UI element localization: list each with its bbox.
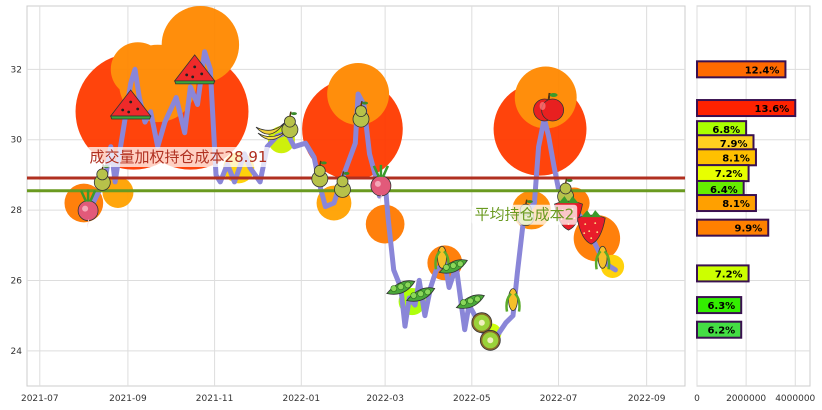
side-x-tick-label: 4000000 [775, 394, 815, 404]
x-tick-label: 2022-07 [540, 394, 578, 404]
distribution-bar-label: 6.4% [710, 185, 738, 196]
x-tick-label: 2021-07 [21, 394, 59, 404]
x-tick-label: 2022-03 [366, 394, 404, 404]
reference-label-bg [86, 147, 271, 168]
distribution-panel: 0 2000000 4000000 12.4% 13.6% 6.8% 7.9% 8.1% 7.2… [694, 5, 816, 404]
distribution-bar-label: 6.8% [712, 125, 740, 136]
x-tick-label: 2022-09 [628, 394, 666, 404]
distribution-bar [696, 264, 750, 283]
side-x-tick-label: 2000000 [726, 394, 766, 404]
y-tick-label: 30 [11, 136, 23, 146]
distribution-bar-label: 13.6% [755, 104, 790, 115]
price-panel: 2021-07 2021-09 2021-11 2022-01 2022-03 2022-… [11, 5, 686, 404]
volume-blob [365, 204, 405, 244]
distribution-bar-label: 9.9% [735, 224, 763, 235]
x-tick-label: 2021-09 [109, 394, 147, 404]
pear-marker [334, 171, 351, 198]
watermelon-marker [173, 54, 216, 85]
watermelon-marker [109, 89, 152, 120]
volume-blob [110, 42, 165, 97]
reference-label-1: 成交量加权持仓成本28.91 [90, 148, 268, 166]
y-tick-label: 24 [11, 347, 23, 357]
distribution-bar [696, 320, 743, 339]
radish-marker [370, 164, 392, 204]
kiwi-marker [471, 312, 493, 334]
corn-marker [505, 288, 521, 312]
distribution-bar-label: 6.3% [707, 301, 735, 312]
distribution-bar-label: 7.9% [720, 139, 748, 150]
side-x-tick-label: 0 [694, 394, 700, 404]
kiwi-marker [479, 329, 501, 351]
pear-marker [352, 100, 370, 128]
pea-marker [386, 280, 416, 295]
y-tick-label: 32 [11, 65, 22, 75]
distribution-bar-label: 6.2% [707, 326, 735, 337]
reference-label-2: 平均持仓成本2 [475, 206, 575, 224]
apple-marker [533, 92, 564, 122]
distribution-bar-label: 12.4% [745, 65, 780, 76]
strawberry-marker [576, 210, 606, 245]
radish-marker [77, 189, 99, 229]
pea-marker [455, 294, 486, 309]
volume-blob [161, 6, 240, 84]
corn-marker [594, 245, 611, 270]
distribution-bar-label: 7.2% [715, 269, 743, 280]
x-tick-label: 2022-01 [282, 394, 320, 404]
reference-label-bg [471, 204, 578, 225]
distribution-bar [696, 194, 757, 213]
distribution-bar [696, 296, 743, 315]
distribution-bar-label: 7.2% [715, 169, 743, 180]
pear-marker [281, 111, 299, 138]
pea-marker [405, 287, 436, 302]
distribution-bar [696, 60, 787, 79]
distribution-bar [696, 218, 770, 237]
pea-marker [438, 259, 468, 274]
x-tick-label: 2022-05 [453, 394, 491, 404]
y-tick-label: 28 [11, 206, 23, 216]
distribution-bar-label: 8.1% [722, 199, 750, 210]
x-tick-label: 2021-11 [196, 394, 234, 404]
distribution-bar-label: 8.1% [722, 153, 750, 164]
pear-marker [311, 160, 329, 188]
y-tick-label: 26 [11, 276, 23, 286]
distribution-bar [696, 99, 797, 118]
